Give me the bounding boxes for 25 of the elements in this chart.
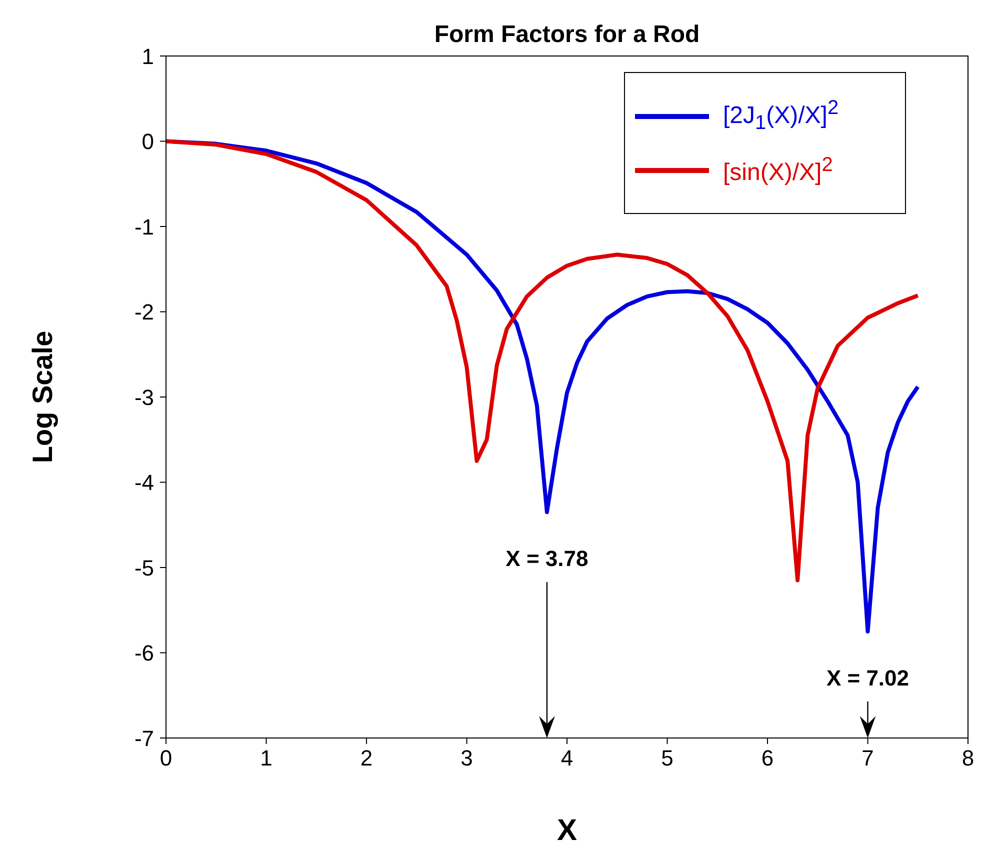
x-tick-label: 6 xyxy=(761,746,774,771)
annotation: X = 7.02 xyxy=(826,665,910,690)
x-tick-label: 5 xyxy=(661,746,674,771)
x-tick-label: 8 xyxy=(962,746,974,771)
y-tick-label: -6 xyxy=(134,640,154,666)
y-tick-label: 0 xyxy=(142,129,154,154)
y-tick-label: -1 xyxy=(134,214,154,240)
y-tick-label: -3 xyxy=(134,384,154,410)
x-tick-label: 2 xyxy=(360,746,373,771)
y-tick-label: -4 xyxy=(134,470,154,496)
legend-label: [sin(X)/X]$^{2}$ xyxy=(723,154,833,186)
x-axis-title: X xyxy=(556,814,578,847)
x-tick-label: 7 xyxy=(862,746,874,771)
x-tick-label: 4 xyxy=(560,746,574,771)
legend-label: [2J$_{1}$(X)/X]$^{2}$ xyxy=(723,97,839,135)
y-axis-title: Log Scale xyxy=(27,330,58,464)
y-tick-label: -5 xyxy=(134,555,154,580)
y-tick-label: -2 xyxy=(134,300,154,325)
y-tick-label: 1 xyxy=(142,44,154,69)
y-tick-label: -7 xyxy=(134,726,154,751)
x-tick-label: 0 xyxy=(160,746,172,771)
x-tick-label: 3 xyxy=(460,746,473,771)
x-tick-label: 1 xyxy=(260,746,272,771)
annotation: X = 3.78 xyxy=(506,546,588,572)
chart-title: Form Factors for a Rod xyxy=(434,21,700,48)
